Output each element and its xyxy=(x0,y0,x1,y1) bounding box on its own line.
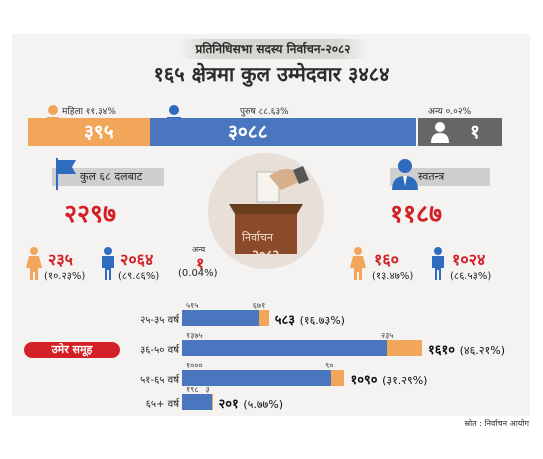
age-seg2-label: २३५ xyxy=(380,331,394,340)
age-category-label: ५१-६५ वर्ष xyxy=(140,375,179,386)
party-male-count: २०६४ xyxy=(120,250,154,269)
female-bar: ३९५ xyxy=(28,118,150,146)
party-female-count: २३५ xyxy=(48,250,73,269)
party-female-pct: (१०.२३%) xyxy=(44,271,86,282)
ballot-text2: २०८२ xyxy=(252,248,280,263)
age-category-label: ३६-५० वर्ष xyxy=(140,345,179,356)
party-other-pct: (0.04%) xyxy=(178,268,218,279)
page-title: १६५ क्षेत्रमा कुल उम्मेदवार ३४८४ xyxy=(153,62,390,86)
source-note: स्रोत : निर्वाचन आयोग xyxy=(464,419,529,428)
party-male-pct: (८९.८६%) xyxy=(118,271,160,282)
age-seg1-label: १००० xyxy=(186,361,203,370)
independent-male-pct: (८६.५३%) xyxy=(450,271,492,282)
age-bar-segment-1 xyxy=(182,340,387,356)
other-share-label: अन्य ०.०२% xyxy=(428,107,472,117)
ballot-box-icon xyxy=(208,153,324,269)
independent-total: ११८७ xyxy=(390,199,443,228)
age-bar-segment-1 xyxy=(182,310,259,326)
age-group-pill: उमेर समूह xyxy=(24,342,120,358)
other-bar: १ xyxy=(418,118,502,146)
party-female-icon xyxy=(26,247,42,280)
age-seg2-label: ३ xyxy=(205,385,210,394)
age-bar-segment-2 xyxy=(331,370,345,386)
age-seg1-label: १९८ xyxy=(186,385,199,394)
female-share-label: महिला ११.३४% xyxy=(62,107,116,117)
age-seg1-label: ५१५ xyxy=(186,301,199,310)
age-seg2-label: ६७१ xyxy=(252,301,266,310)
age-total-label: २०१ (५.७७%) xyxy=(218,397,284,412)
party-male-icon xyxy=(102,247,114,280)
age-bar-segment-2 xyxy=(211,394,213,410)
party-total: २२९७ xyxy=(64,199,117,228)
party-other-count: १ xyxy=(196,254,205,273)
other-count: १ xyxy=(470,121,480,143)
independent-female-count: १६० xyxy=(374,250,399,269)
independent-male-icon xyxy=(432,247,444,280)
age-bar-segment-1 xyxy=(182,394,212,410)
independent-male-count: १०२४ xyxy=(452,250,486,269)
age-bar-segment-2 xyxy=(258,310,269,326)
independent-female-pct: (१३.४७%) xyxy=(372,271,414,282)
female-count: ३९५ xyxy=(84,121,114,143)
age-seg2-label: ९० xyxy=(325,361,334,370)
flag-icon xyxy=(56,158,76,190)
party-label-box: कुल ६८ दलबाट xyxy=(52,168,164,186)
ballot-text1: निर्वाचन xyxy=(242,231,274,244)
person-icon xyxy=(431,122,449,143)
male-share-label: पुरुष ८८.६३% xyxy=(240,107,289,117)
age-total-label: १०९० (३१.२९%) xyxy=(350,373,428,388)
age-category-label: ६५+ वर्ष xyxy=(145,399,179,410)
independent-female-icon xyxy=(350,247,366,280)
party-other-label: अन्य xyxy=(192,245,206,254)
age-bar-segment-2 xyxy=(386,340,422,356)
age-category-label: २५-३५ वर्ष xyxy=(140,315,179,326)
independent-person-icon xyxy=(392,159,418,190)
age-seg1-label: १३७५ xyxy=(186,331,203,340)
independent-label: स्वतन्त्र xyxy=(418,170,445,183)
age-bar-segment-1 xyxy=(182,370,332,386)
party-label: कुल ६८ दलबाट xyxy=(80,170,143,183)
header-banner: प्रतिनिधिसभा सदस्य निर्वाचन-२०८२ xyxy=(180,39,366,59)
male-count: ३०८८ xyxy=(228,121,268,143)
age-total-label: १६१० (४६.२१%) xyxy=(428,343,505,358)
age-total-label: ५८३ (१६.७३%) xyxy=(274,313,345,328)
male-bar: ३०८८ xyxy=(150,118,416,146)
